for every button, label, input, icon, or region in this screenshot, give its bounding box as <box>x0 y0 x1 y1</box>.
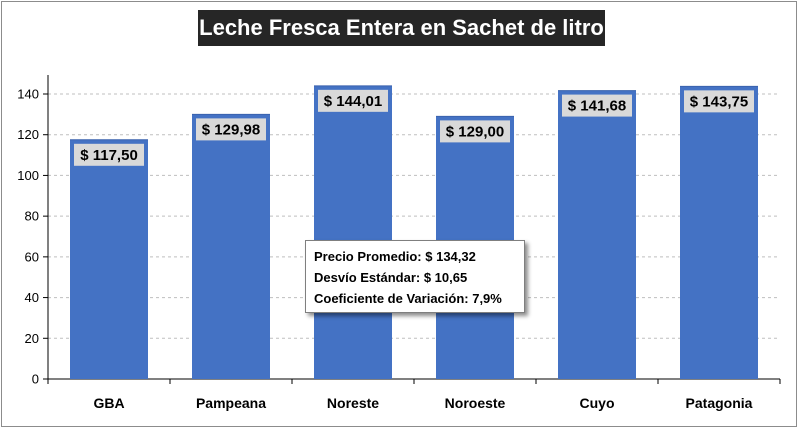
y-tick-label: 80 <box>25 209 39 224</box>
y-tick-label: 100 <box>17 168 39 183</box>
data-label: $ 129,00 <box>446 123 504 140</box>
x-tick-label: Noroeste <box>445 395 506 411</box>
y-tick-label: 0 <box>32 372 39 387</box>
data-label-box <box>196 118 266 141</box>
data-label-box <box>684 90 754 113</box>
y-tick-label: 60 <box>25 249 39 264</box>
data-label-box <box>562 94 632 117</box>
y-tick-label: 140 <box>17 87 39 102</box>
data-label: $ 117,50 <box>80 147 138 164</box>
data-label: $ 143,75 <box>690 93 748 110</box>
data-label: $ 141,68 <box>568 98 626 115</box>
y-tick-label: 20 <box>25 331 39 346</box>
x-tick-label: Cuyo <box>580 395 615 411</box>
annotation-average-price: Precio Promedio: $ 134,32 <box>314 249 476 264</box>
x-tick-label: Pampeana <box>196 395 266 411</box>
x-tick-label: Patagonia <box>686 395 753 411</box>
bar-cuyo <box>558 90 636 379</box>
bar-pampeana <box>192 114 270 379</box>
annotation-std-deviation: Desvío Estándar: $ 10,65 <box>314 270 468 285</box>
x-tick-label: Noreste <box>327 395 379 411</box>
x-tick-label: GBA <box>93 395 124 411</box>
data-label-box <box>318 89 388 112</box>
data-label-box <box>74 143 144 166</box>
data-label-box <box>440 120 510 143</box>
annotation-coefficient-variation: Coeficiente de Variación: 7,9% <box>314 291 502 306</box>
stats-annotation-box: Precio Promedio: $ 134,32 Desvío Estánda… <box>305 240 525 313</box>
y-tick-label: 120 <box>17 127 39 142</box>
bar-noreste <box>314 85 392 379</box>
data-label: $ 129,98 <box>202 121 260 138</box>
chart-title: Leche Fresca Entera en Sachet de litro <box>198 10 605 46</box>
bar-gba <box>70 139 148 379</box>
data-label: $ 144,01 <box>324 93 382 110</box>
bar-patagonia <box>680 86 758 379</box>
y-tick-label: 40 <box>25 290 39 305</box>
